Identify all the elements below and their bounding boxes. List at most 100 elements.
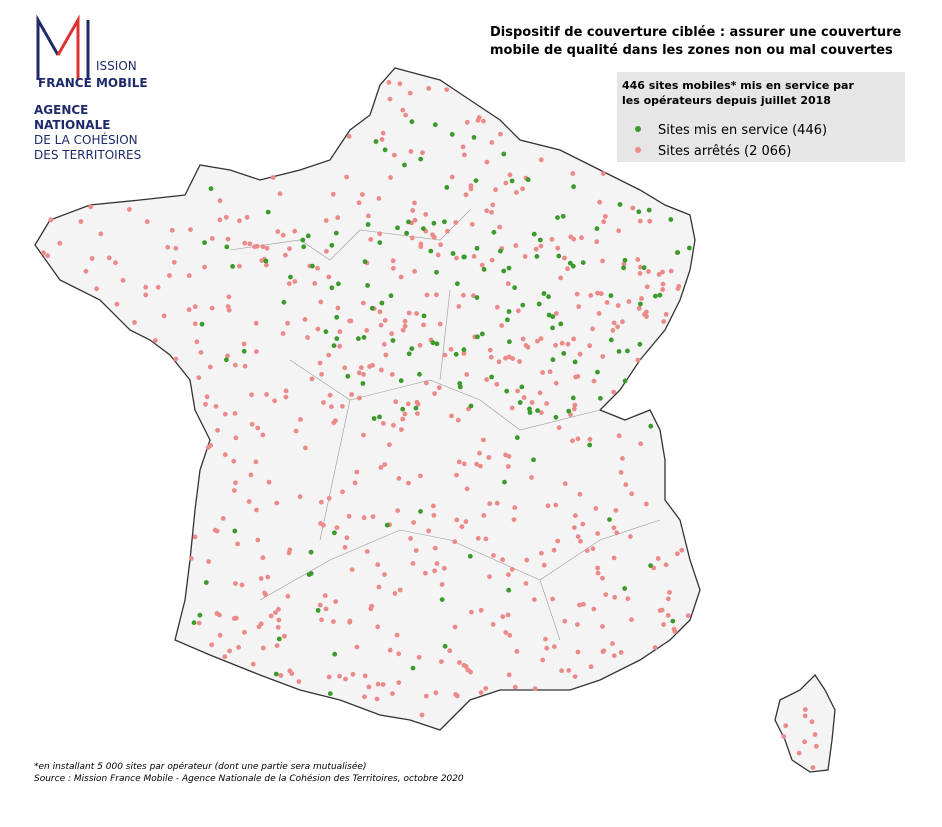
site-dot [362, 694, 367, 700]
site-dot [617, 202, 623, 207]
site-dot [342, 365, 348, 371]
site-dot [436, 385, 442, 391]
site-dot [545, 503, 551, 509]
site-dot [635, 257, 641, 262]
site-dot [540, 657, 546, 663]
site-dot [375, 681, 381, 687]
site-dot [332, 530, 337, 536]
site-dot [255, 537, 261, 543]
site-dot [369, 305, 375, 311]
site-dot [478, 607, 484, 613]
site-dot [268, 613, 274, 619]
site-dot [544, 401, 549, 406]
site-dot [354, 469, 360, 475]
site-dot [524, 557, 530, 563]
site-dot [474, 245, 480, 251]
site-dot [392, 591, 398, 596]
site-dot [541, 291, 547, 296]
site-dot [507, 632, 513, 638]
site-dot [590, 546, 596, 552]
site-dot [661, 319, 667, 324]
site-dot [402, 411, 408, 417]
site-dot [88, 204, 93, 210]
site-dot [456, 304, 462, 309]
site-dot [426, 86, 432, 91]
site-dot [329, 242, 335, 248]
legend-heading: 446 sites mobiles* mis en service par [622, 79, 854, 92]
site-dot [364, 328, 369, 333]
site-dot [406, 219, 411, 225]
site-dot [348, 318, 354, 324]
site-dot [541, 562, 547, 568]
site-dot [514, 649, 520, 654]
site-dot [607, 517, 612, 522]
site-dot [507, 339, 512, 345]
site-dot [396, 651, 402, 657]
site-dot [398, 274, 404, 280]
site-dot [574, 291, 580, 297]
site-dot [220, 516, 226, 521]
site-dot [395, 508, 401, 513]
site-dot [192, 321, 198, 327]
site-dot [390, 258, 396, 264]
site-dot [384, 522, 390, 528]
site-dot [402, 162, 407, 168]
site-dot [512, 684, 518, 690]
site-dot [457, 381, 463, 386]
site-dot [403, 112, 408, 118]
site-dot [567, 260, 573, 266]
site-dot [562, 255, 567, 261]
site-dot [646, 269, 651, 274]
site-dot [474, 295, 480, 300]
site-dot [395, 225, 400, 231]
site-dot [417, 371, 422, 377]
site-dot [478, 690, 484, 695]
site-dot [381, 421, 386, 426]
site-dot [506, 309, 512, 314]
site-dot [287, 668, 293, 674]
site-dot [479, 262, 485, 268]
site-dot [362, 673, 368, 679]
site-dot [250, 661, 256, 667]
site-dot [277, 191, 283, 197]
site-dot [326, 495, 332, 501]
site-dot [461, 292, 466, 298]
site-dot [378, 465, 384, 470]
site-dot [375, 624, 381, 630]
site-dot [305, 233, 311, 239]
site-dot [199, 321, 205, 327]
site-dot [490, 622, 496, 627]
site-dot [406, 480, 411, 486]
site-dot [636, 306, 642, 311]
site-dot [209, 236, 215, 241]
site-dot [453, 351, 459, 357]
site-dot [410, 561, 416, 566]
site-dot [263, 258, 269, 264]
site-dot [652, 645, 658, 650]
site-dot [512, 285, 517, 291]
site-dot [471, 135, 477, 140]
legend-swatch [635, 147, 641, 153]
site-dot [283, 252, 288, 258]
site-dot [477, 463, 483, 469]
site-dot [209, 305, 215, 311]
site-dot [637, 271, 643, 276]
site-dot [553, 380, 559, 386]
site-dot [600, 258, 605, 264]
site-dot [391, 422, 396, 428]
site-dot [431, 234, 437, 240]
site-dot [517, 359, 522, 364]
site-dot [590, 326, 595, 332]
site-dot [276, 636, 282, 642]
site-dot [622, 257, 628, 263]
site-dot [402, 323, 408, 329]
site-dot [539, 410, 544, 415]
site-dot [173, 356, 179, 362]
site-dot [642, 312, 647, 317]
site-dot [213, 404, 219, 409]
site-dot [376, 584, 382, 590]
site-dot [327, 691, 333, 696]
site-dot [449, 132, 455, 137]
site-dot [571, 236, 577, 242]
site-dot [83, 268, 89, 274]
